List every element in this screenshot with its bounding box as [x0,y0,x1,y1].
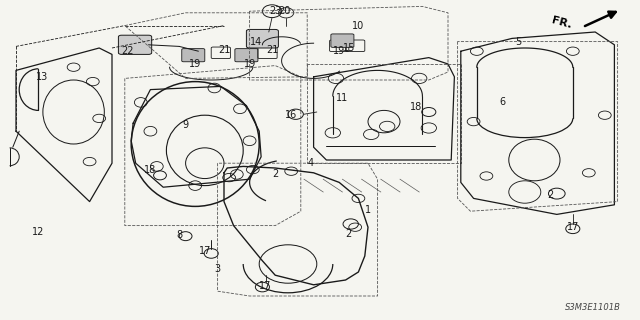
Text: 19: 19 [243,59,256,69]
Text: 2: 2 [346,228,352,239]
Text: 22: 22 [122,46,134,56]
Text: 21: 21 [266,44,278,55]
Text: 23: 23 [269,6,282,16]
FancyBboxPatch shape [246,29,278,48]
Text: 1: 1 [365,204,371,215]
Text: 10: 10 [352,20,365,31]
Text: 6: 6 [499,97,506,108]
Text: 16: 16 [285,110,298,120]
Text: 18: 18 [410,102,422,112]
Text: 15: 15 [342,43,355,53]
FancyBboxPatch shape [118,35,152,54]
Text: 13: 13 [35,72,48,82]
Text: 2: 2 [547,190,554,200]
Text: 11: 11 [336,92,349,103]
Text: 5: 5 [515,36,522,47]
Text: 21: 21 [218,44,230,55]
Text: 3: 3 [214,264,221,274]
Text: 12: 12 [32,227,45,237]
Text: 17: 17 [566,222,579,232]
Text: 17: 17 [198,246,211,256]
Text: 17: 17 [259,281,272,292]
Text: 18: 18 [144,164,157,175]
FancyBboxPatch shape [235,49,258,62]
Text: S3M3E1101B: S3M3E1101B [565,303,621,312]
Text: 4: 4 [307,158,314,168]
FancyBboxPatch shape [182,49,205,62]
Text: 2: 2 [272,169,278,180]
Text: 19: 19 [189,59,202,69]
FancyBboxPatch shape [331,34,354,47]
Text: 9: 9 [182,120,189,130]
Text: 19: 19 [333,46,346,56]
Text: 20: 20 [278,6,291,16]
Text: 14: 14 [250,36,262,47]
Text: FR.: FR. [550,15,573,30]
Text: 8: 8 [176,230,182,240]
